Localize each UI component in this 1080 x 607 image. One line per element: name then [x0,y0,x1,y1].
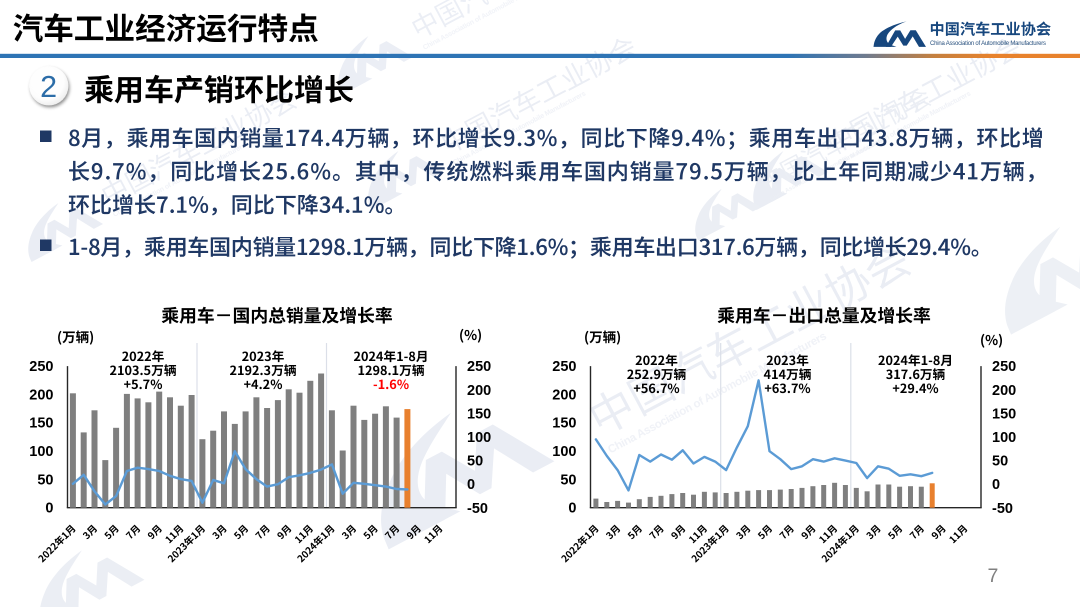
svg-text:150: 150 [552,416,576,432]
svg-text:100: 100 [29,444,53,460]
svg-text:0: 0 [568,501,576,517]
svg-text:100: 100 [992,430,1016,446]
svg-text:7: 7 [988,565,999,587]
svg-text:250: 250 [467,359,491,375]
svg-text:200: 200 [552,387,576,403]
svg-text:150: 150 [992,406,1016,422]
svg-text:0: 0 [992,477,1000,493]
svg-text:250: 250 [992,359,1016,375]
svg-text:200: 200 [992,383,1016,399]
svg-text:200: 200 [29,387,53,403]
svg-text:50: 50 [467,454,483,470]
svg-text:2: 2 [40,70,57,104]
svg-text:100: 100 [467,430,491,446]
svg-text:50: 50 [992,454,1008,470]
svg-text:50: 50 [37,472,53,488]
svg-text:50: 50 [560,472,576,488]
svg-text:100: 100 [552,444,576,460]
svg-text:0: 0 [467,477,475,493]
svg-text:150: 150 [29,416,53,432]
svg-text:-50: -50 [467,501,488,517]
svg-text:250: 250 [29,359,53,375]
svg-text:250: 250 [552,359,576,375]
svg-text:0: 0 [45,501,53,517]
svg-text:China Association of Automobil: China Association of Automobile Manufact… [930,41,1046,47]
svg-text:200: 200 [467,383,491,399]
svg-text:-50: -50 [992,501,1013,517]
svg-text:150: 150 [467,406,491,422]
